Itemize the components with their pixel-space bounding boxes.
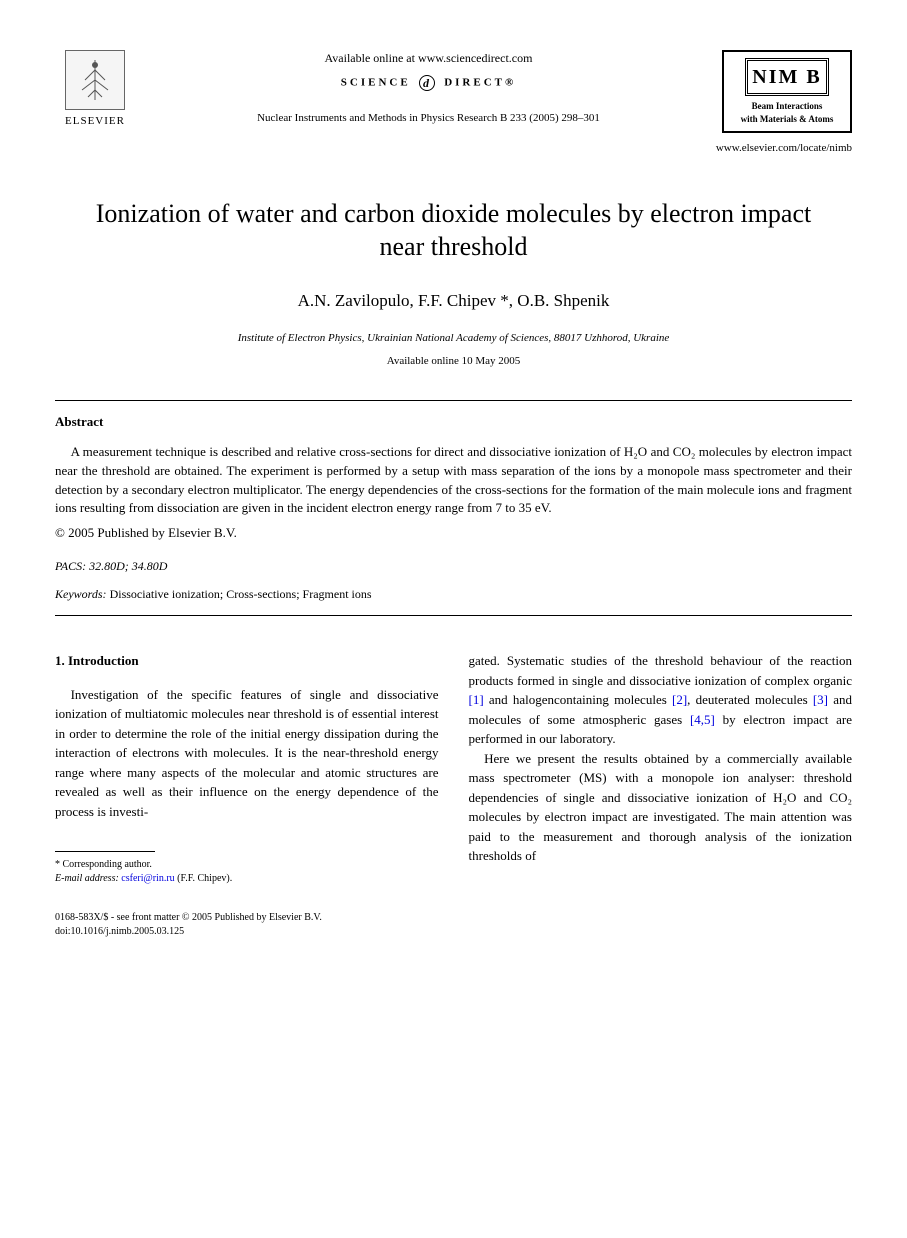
date-available: Available online 10 May 2005 bbox=[55, 354, 852, 369]
keywords-label: Keywords: bbox=[55, 587, 107, 601]
left-column: 1. Introduction Investigation of the spe… bbox=[55, 651, 439, 886]
abstract-text: A measurement technique is described and… bbox=[55, 443, 852, 518]
keywords-text: Dissociative ionization; Cross-sections;… bbox=[110, 587, 372, 601]
footer-doi: doi:10.1016/j.nimb.2005.03.125 bbox=[55, 925, 852, 939]
footnote-separator bbox=[55, 851, 155, 852]
sd-left: SCIENCE bbox=[341, 76, 411, 88]
pacs-codes: 32.80D; 34.80D bbox=[89, 559, 167, 573]
affiliation: Institute of Electron Physics, Ukrainian… bbox=[55, 331, 852, 346]
intro-para-2: Here we present the results obtained by … bbox=[469, 749, 853, 866]
citation-3[interactable]: [3] bbox=[813, 692, 828, 707]
keywords-line: Keywords: Dissociative ionization; Cross… bbox=[55, 586, 852, 603]
citation-1[interactable]: [1] bbox=[469, 692, 484, 707]
section-1-heading: 1. Introduction bbox=[55, 651, 439, 671]
body-columns: 1. Introduction Investigation of the spe… bbox=[55, 651, 852, 886]
available-online-text: Available online at www.sciencedirect.co… bbox=[155, 50, 702, 67]
science-direct-logo: SCIENCE d DIRECT® bbox=[155, 75, 702, 91]
pacs-label: PACS: bbox=[55, 559, 86, 573]
nimb-title: NIM B bbox=[745, 58, 828, 96]
email-author: (F.F. Chipev). bbox=[177, 873, 232, 884]
col2-text-b: and halogencontaining molecules bbox=[484, 692, 672, 707]
nimb-logo-box: NIM B Beam Interactions with Materials &… bbox=[722, 50, 852, 133]
website-url: www.elsevier.com/locate/nimb bbox=[55, 141, 852, 156]
abstract-copyright: © 2005 Published by Elsevier B.V. bbox=[55, 524, 852, 542]
rule-top bbox=[55, 400, 852, 401]
elsevier-logo: ELSEVIER bbox=[55, 50, 135, 129]
intro-para-1: Investigation of the specific features o… bbox=[55, 685, 439, 822]
pacs-line: PACS: 32.80D; 34.80D bbox=[55, 558, 852, 575]
rule-bottom bbox=[55, 615, 852, 616]
right-column: gated. Systematic studies of the thresho… bbox=[469, 651, 853, 886]
email-line: E-mail address: csferi@rin.ru (F.F. Chip… bbox=[55, 872, 439, 886]
citation-2[interactable]: [2] bbox=[672, 692, 687, 707]
intro-para-1-cont: gated. Systematic studies of the thresho… bbox=[469, 651, 853, 749]
footer-line-1: 0168-583X/$ - see front matter © 2005 Pu… bbox=[55, 911, 852, 925]
footer-info: 0168-583X/$ - see front matter © 2005 Pu… bbox=[55, 911, 852, 939]
center-header: Available online at www.sciencedirect.co… bbox=[135, 50, 722, 126]
sd-right: DIRECT® bbox=[444, 76, 516, 88]
authors-list: A.N. Zavilopulo, F.F. Chipev *, O.B. Shp… bbox=[55, 289, 852, 313]
abstract-heading: Abstract bbox=[55, 413, 852, 431]
journal-reference: Nuclear Instruments and Methods in Physi… bbox=[155, 111, 702, 126]
col2-text-c: , deuterated molecules bbox=[687, 692, 813, 707]
elsevier-text: ELSEVIER bbox=[55, 114, 135, 129]
sd-d-icon: d bbox=[419, 75, 435, 91]
article-title: Ionization of water and carbon dioxide m… bbox=[95, 197, 812, 265]
col2-text-a: gated. Systematic studies of the thresho… bbox=[469, 653, 853, 688]
citation-4-5[interactable]: [4,5] bbox=[690, 712, 715, 727]
nimb-subtitle-1: Beam Interactions bbox=[730, 100, 844, 113]
email-address[interactable]: csferi@rin.ru bbox=[121, 873, 174, 884]
page-header: ELSEVIER Available online at www.science… bbox=[55, 50, 852, 133]
elsevier-tree-icon bbox=[65, 50, 125, 110]
email-label: E-mail address: bbox=[55, 873, 119, 884]
corresponding-label: * Corresponding author. bbox=[55, 858, 439, 872]
nimb-subtitle-2: with Materials & Atoms bbox=[730, 113, 844, 126]
corresponding-author-footnote: * Corresponding author. E-mail address: … bbox=[55, 858, 439, 886]
nimb-container: NIM B Beam Interactions with Materials &… bbox=[722, 50, 852, 133]
